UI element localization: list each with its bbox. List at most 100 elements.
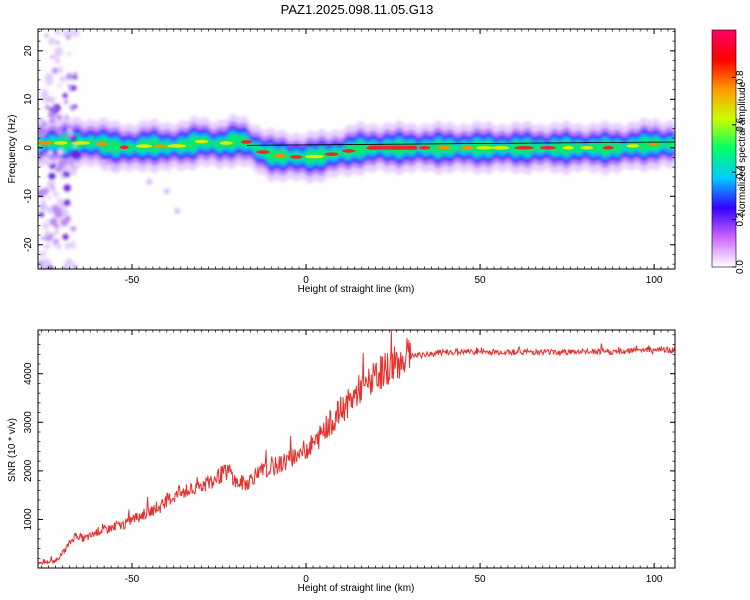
spectrogram-noise bbox=[67, 51, 72, 56]
spectrogram-noise bbox=[70, 168, 78, 176]
spectrogram-noise bbox=[44, 72, 53, 82]
spectrogram-noise bbox=[56, 41, 60, 45]
snr-panel: -50 0 50 100 1000 2000 3000 4000 Height of stra… bbox=[7, 329, 676, 594]
spectrogram-noise bbox=[63, 184, 71, 192]
spectrogram-peak bbox=[194, 139, 209, 144]
spectrogram-peak bbox=[136, 144, 153, 148]
spectrogram-peak bbox=[71, 141, 90, 145]
spectrogram-peak bbox=[324, 152, 339, 156]
spectrogram-noise bbox=[73, 71, 78, 76]
snr-x-tick-label: 0 bbox=[303, 574, 309, 585]
spectrogram-peak bbox=[219, 141, 233, 145]
spectrogram-peak bbox=[54, 141, 68, 145]
spectrogram-noise bbox=[44, 33, 49, 38]
spectrogram-noise bbox=[55, 208, 62, 215]
spectrogram-peak bbox=[304, 154, 325, 159]
colorbar-tick-label: 0.2 bbox=[735, 212, 746, 226]
spectrogram-noise bbox=[62, 93, 68, 99]
spectrogram-peak bbox=[368, 145, 418, 150]
spectrogram-noise bbox=[40, 148, 45, 152]
spectrogram-peak bbox=[119, 145, 129, 150]
spectrogram-peak bbox=[437, 145, 451, 150]
spectrogram-noise bbox=[47, 159, 54, 165]
spectrogram-y-tick-label: 0 bbox=[23, 145, 34, 151]
spectrogram-noise bbox=[46, 180, 56, 189]
spectrogram-x-tick-label: 100 bbox=[646, 275, 663, 286]
colorbar-tick-label: 0.8 bbox=[735, 70, 746, 84]
spectrogram-noise bbox=[39, 211, 45, 218]
spectrogram-noise bbox=[42, 222, 49, 230]
spectrogram-noise bbox=[56, 148, 65, 156]
spectrogram-noise bbox=[57, 66, 64, 73]
snr-x-tick-label: 100 bbox=[646, 574, 663, 585]
spectrogram-noise bbox=[56, 164, 64, 172]
spectrogram-noise bbox=[40, 199, 46, 205]
spectrogram-noise bbox=[41, 236, 45, 241]
spectrogram-noise bbox=[49, 107, 53, 112]
spectrogram-noise bbox=[64, 115, 69, 119]
spectrogram-noise bbox=[62, 233, 69, 240]
spectrogram-noise bbox=[46, 206, 54, 214]
spectrogram-frame bbox=[37, 28, 676, 270]
spectrogram-noise bbox=[68, 33, 73, 37]
spectrogram-peak bbox=[273, 153, 286, 158]
spectrogram-noise bbox=[64, 258, 74, 268]
spectrogram-peak bbox=[290, 155, 303, 159]
spectrogram-noise bbox=[41, 158, 48, 165]
spectrogram-noise bbox=[56, 128, 64, 136]
snr-x-label: Height of straight line (km) bbox=[298, 583, 415, 594]
spectrogram-noise bbox=[66, 72, 74, 81]
snr-y-tick-label: 1000 bbox=[23, 508, 34, 531]
spectrogram-y-tick-label: 10 bbox=[23, 93, 34, 105]
spectrogram-x-tick-label: 0 bbox=[303, 275, 309, 286]
spectrogram-peak bbox=[95, 142, 108, 146]
snr-y-tick-label: 4000 bbox=[23, 362, 34, 385]
spectrogram-noise bbox=[39, 251, 46, 258]
spectrogram-peak bbox=[626, 144, 640, 148]
spectrogram-noise bbox=[70, 241, 76, 247]
colorbar-ticks: 0.0 0.2 0.4 0.6 0.8 bbox=[732, 70, 746, 274]
spectrogram-noise bbox=[54, 29, 62, 35]
spectrogram-noise bbox=[72, 245, 77, 250]
spectrogram-noise bbox=[53, 109, 58, 114]
spectrogram-y-tick-label: -10 bbox=[23, 189, 34, 204]
snr-series-line bbox=[38, 330, 675, 565]
spectrogram-peak bbox=[342, 149, 356, 153]
spectrogram-noise bbox=[41, 94, 50, 103]
spectrogram-noise bbox=[44, 230, 51, 237]
spectrogram-noise bbox=[38, 129, 47, 139]
spectrogram-noise bbox=[70, 226, 77, 232]
spectrogram-peak bbox=[153, 144, 168, 149]
spectrogram-blob bbox=[174, 207, 181, 214]
spectrogram-heatmap bbox=[38, 29, 675, 269]
spectrogram-peak bbox=[476, 145, 494, 150]
spectrogram-peak bbox=[256, 150, 270, 154]
snr-x-tick-label: 50 bbox=[475, 574, 487, 585]
spectrogram-noise-column bbox=[38, 29, 181, 269]
spectrogram-noise bbox=[59, 76, 67, 83]
spectrogram-noise bbox=[39, 117, 45, 123]
spectrogram-blob bbox=[146, 178, 153, 185]
spectrogram-noise bbox=[46, 149, 54, 157]
spectrogram-peak bbox=[649, 142, 659, 147]
colorbar: 0.0 0.2 0.4 0.6 0.8 Normalized spectral ampl… bbox=[711, 29, 748, 274]
spectrogram-noise bbox=[55, 243, 62, 250]
spectrogram-axes: -50 0 50 100 -20 -10 0 10 20 bbox=[23, 29, 676, 286]
spectrogram-y-label: Frequency (Hz) bbox=[7, 115, 18, 184]
snr-y-tick-label: 3000 bbox=[23, 411, 34, 434]
spectrogram-peak bbox=[167, 144, 187, 148]
spectrogram-noise bbox=[72, 143, 77, 148]
colorbar-gradient bbox=[711, 29, 737, 268]
spectrogram-noise bbox=[44, 243, 51, 250]
spectrogram-peak bbox=[240, 140, 253, 144]
spectrogram-noise bbox=[54, 58, 61, 64]
spectrogram-peak bbox=[514, 145, 534, 150]
spectrogram-peak bbox=[562, 145, 575, 150]
spectrogram-noise bbox=[71, 150, 81, 159]
snr-frame bbox=[37, 329, 676, 569]
spectrogram-noise bbox=[62, 30, 70, 38]
spectrogram-noise bbox=[51, 186, 55, 191]
snr-y-tick-label: 2000 bbox=[23, 459, 34, 482]
spectrogram-noise bbox=[48, 37, 56, 45]
